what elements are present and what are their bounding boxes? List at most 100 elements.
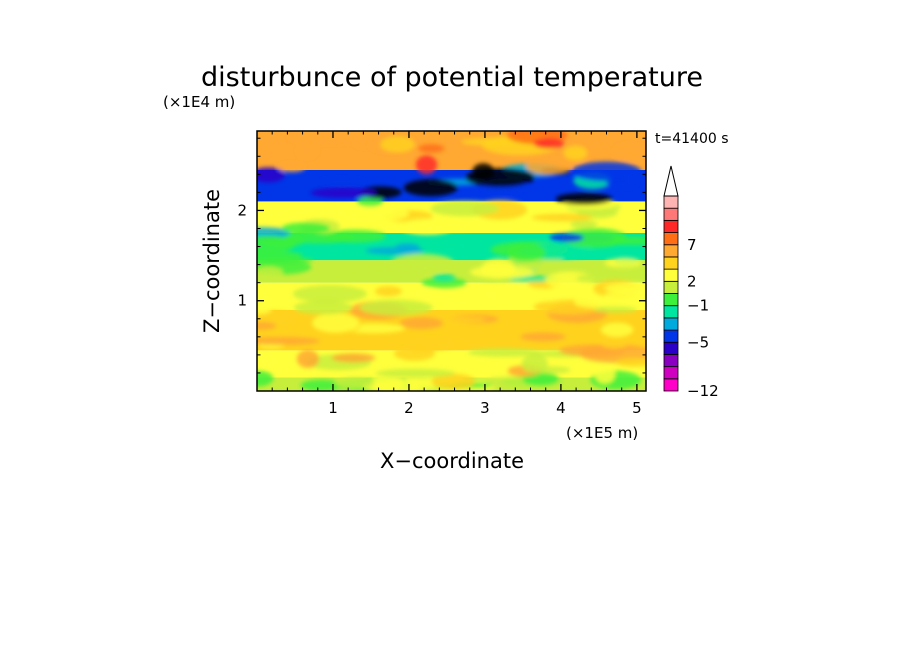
field-cell bbox=[549, 233, 584, 243]
field-cell bbox=[334, 377, 375, 389]
x-axis-title: X−coordinate bbox=[380, 449, 524, 473]
colorbar-label: 7 bbox=[687, 236, 697, 254]
y-unit-label: (×1E4 m) bbox=[163, 93, 235, 111]
field-cell bbox=[571, 161, 642, 182]
field-cell bbox=[563, 145, 588, 161]
field-cell bbox=[533, 138, 565, 149]
y-axis-title: Z−coordinate bbox=[200, 189, 224, 333]
colorbar-swatch bbox=[663, 329, 679, 343]
field-cell bbox=[380, 136, 415, 153]
field-cell bbox=[576, 274, 606, 283]
x-unit-label: (×1E5 m) bbox=[566, 424, 638, 442]
field-cell bbox=[278, 162, 306, 173]
field-cell bbox=[573, 296, 620, 309]
colorbar-swatch bbox=[663, 232, 679, 246]
colorbar-label: −5 bbox=[687, 333, 709, 351]
field-cell bbox=[405, 336, 457, 351]
field-cell bbox=[521, 354, 549, 374]
field-cell bbox=[257, 370, 274, 387]
field-cell bbox=[600, 335, 629, 349]
chart-title: disturbunce of potential temperature bbox=[201, 62, 703, 93]
field-cell bbox=[570, 219, 598, 229]
colorbar-swatch bbox=[663, 354, 679, 368]
field-cell bbox=[257, 235, 295, 254]
x-tick-label: 5 bbox=[632, 399, 642, 417]
field-cell bbox=[593, 306, 638, 313]
field-cell bbox=[431, 373, 476, 390]
field-cell bbox=[296, 144, 318, 159]
field-cell bbox=[613, 142, 646, 161]
plot-frame bbox=[256, 130, 647, 392]
colorbar-swatch bbox=[663, 305, 679, 319]
colorbar-swatch bbox=[663, 378, 679, 392]
field-cell bbox=[310, 187, 376, 198]
field-cell bbox=[418, 144, 445, 153]
field-cell bbox=[257, 336, 321, 346]
contour-field bbox=[257, 131, 646, 391]
colorbar-label: 2 bbox=[687, 272, 697, 290]
field-cell bbox=[311, 312, 360, 333]
colorbar-swatch bbox=[663, 256, 679, 270]
field-cell bbox=[375, 368, 456, 378]
field-cell bbox=[403, 179, 458, 197]
field-cell bbox=[356, 196, 384, 207]
field-cell bbox=[354, 139, 375, 148]
colorbar-swatch bbox=[663, 219, 679, 233]
field-cell bbox=[331, 353, 376, 363]
field-cell bbox=[600, 322, 634, 337]
field-cell bbox=[285, 230, 355, 244]
field-cell bbox=[430, 200, 500, 217]
y-axis: 12 bbox=[237, 137, 646, 374]
field-cell bbox=[555, 192, 613, 205]
colorbar-swatch bbox=[663, 293, 679, 307]
y-tick-label: 1 bbox=[237, 292, 247, 310]
field-cell bbox=[421, 277, 467, 289]
field-cell bbox=[465, 168, 535, 187]
field-cell bbox=[604, 258, 642, 268]
field-cell bbox=[520, 332, 566, 342]
field-texture bbox=[257, 131, 646, 391]
field-cell bbox=[268, 209, 317, 217]
field-cell bbox=[375, 286, 402, 297]
colorbar-swatch bbox=[663, 207, 679, 221]
field-cell bbox=[318, 178, 366, 185]
x-tick-label: 2 bbox=[404, 399, 414, 417]
field-cell bbox=[257, 354, 290, 368]
field-cell bbox=[257, 321, 277, 330]
field-cell bbox=[359, 299, 433, 316]
colorbar-swatch bbox=[663, 341, 679, 355]
x-axis: 1 2 3 4 5 bbox=[271, 131, 642, 417]
field-cell bbox=[350, 207, 410, 222]
field-cell bbox=[281, 222, 331, 234]
field-cell bbox=[399, 317, 444, 329]
field-cell bbox=[257, 167, 286, 183]
field-cell bbox=[506, 243, 546, 262]
colorbar-swatch bbox=[663, 195, 679, 209]
field-cell bbox=[390, 253, 455, 273]
field-cell bbox=[561, 228, 627, 248]
colorbar-swatch bbox=[663, 244, 679, 258]
field-cell bbox=[399, 218, 455, 235]
colorbar-label: −12 bbox=[687, 382, 719, 400]
colorbar-swatch bbox=[663, 317, 679, 331]
field-cell bbox=[467, 348, 542, 357]
colorbar-swatch bbox=[663, 268, 679, 282]
field-cell bbox=[300, 379, 343, 391]
x-tick-label: 1 bbox=[328, 399, 338, 417]
field-cell bbox=[497, 288, 570, 303]
field-cell bbox=[293, 300, 353, 315]
field-cell bbox=[415, 155, 438, 175]
x-tick-label: 3 bbox=[480, 399, 490, 417]
field-cell bbox=[296, 349, 319, 369]
time-label: t=41400 s bbox=[655, 131, 729, 147]
field-cell bbox=[594, 364, 615, 384]
x-tick-label: 4 bbox=[556, 399, 566, 417]
colorbar-label: −1 bbox=[687, 297, 709, 315]
y-tick-label: 2 bbox=[237, 201, 247, 219]
field-cell bbox=[292, 285, 367, 303]
colorbar-swatch bbox=[663, 280, 679, 294]
colorbar-extend-arrow bbox=[663, 165, 679, 197]
field-cell bbox=[531, 213, 593, 222]
field-cell bbox=[526, 158, 571, 175]
